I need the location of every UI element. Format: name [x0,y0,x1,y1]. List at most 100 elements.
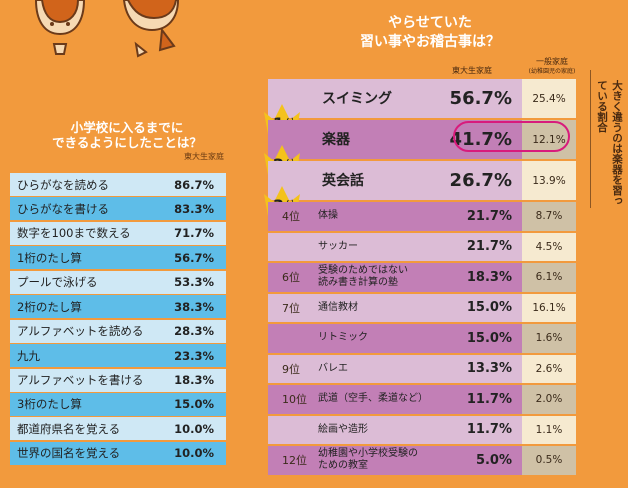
row-main-cell: サッカー 21.7% [268,232,522,261]
row-value: 21.7% [466,239,512,255]
row-general-value: 2.6% [522,354,576,383]
row-value: 38.3% [174,299,214,314]
right-title-line1: やらせていた [388,15,472,31]
table-row: 都道府県名を覚える 10.0% [10,417,226,441]
row-value: 21.7% [466,208,512,224]
row-value: 23.3% [174,348,214,363]
table-row: 1桁のたし算 56.7% [10,246,226,270]
row-general-value: 25.4% [522,79,576,118]
row-general-value: 13.9% [522,161,576,200]
left-title-line2: できるようにしたことは？ [52,135,202,150]
row-label: バレエ [318,362,348,374]
row-main-cell: 10位 武道（空手、柔道など） 11.7% [268,385,522,414]
row-main-cell: 3位英会話26.7% [264,161,522,216]
row-label: 数字を100まで数える [17,226,131,241]
row-general-value: 2.0% [522,385,576,414]
table-row: 九九 23.3% [10,344,226,368]
row-label: 九九 [17,348,40,363]
table-row: 6位 受験のためではない 読み書き計算の塾 18.3% 6.1% [268,263,576,292]
row-main-cell: リトミック 15.0% [268,324,522,353]
row-label: スイミング [322,90,392,107]
row-main-cell: 6位 受験のためではない 読み書き計算の塾 18.3% [268,263,522,292]
row-value: 56.7% [174,250,214,265]
row-value: 71.7% [174,226,214,241]
row-general-value: 8.7% [522,202,576,231]
row-main-cell: 9位 バレエ 13.3% [268,354,522,383]
table-row: 1位スイミング56.7%25.4% [264,79,576,134]
table-row: 3桁のたし算 15.0% [10,392,226,416]
row-label: リトミック [318,332,368,344]
row-value: 18.3% [466,269,512,285]
column-header-todai: 東大生家庭 [452,66,492,75]
table-row: 3位英会話26.7%13.9% [264,161,576,216]
row-value: 11.7% [466,391,512,407]
column-header-general-label: 一般家庭 [536,57,568,66]
table-row: 4位 体操 21.7% 8.7% [268,202,576,231]
table-row: 2桁のたし算 38.3% [10,295,226,319]
row-general-value: 4.5% [522,232,576,261]
table-row: 世界の国名を覚える 10.0% [10,441,226,465]
row-value: 86.7% [174,177,214,192]
row-label: 絵画や造形 [318,423,368,435]
row-value: 13.3% [466,361,512,377]
row-value: 15.0% [174,397,214,412]
table-row: アルファベットを読める 28.3% [10,319,226,343]
row-label: 幼稚園や小学校受験の ための教室 [318,448,418,472]
column-header-general-sub: (幼稚園児の家庭) [528,68,576,75]
rank-label: 7位 [282,301,300,315]
row-value: 15.0% [466,330,512,346]
table-row: プールで泳げる 53.3% [10,270,226,294]
row-main-cell: 4位 体操 21.7% [268,202,522,231]
row-value: 28.3% [174,324,214,339]
row-value: 5.0% [475,452,512,468]
right-table-title: やらせていた 習い事やお稽古事は？ [330,14,530,52]
table-row: リトミック 15.0% 1.6% [268,324,576,353]
child-illustration-right [122,0,180,58]
row-general-value: 1.1% [522,415,576,444]
table-row: 9位 バレエ 13.3% 2.6% [268,354,576,383]
rank-label: 10位 [282,393,307,407]
rank-label: 12位 [282,454,307,468]
highlight-ring [453,121,570,152]
row-label: プールで泳げる [17,275,98,290]
row-label: 楽器 [322,131,350,148]
row-main-cell: 絵画や造形 11.7% [268,415,522,444]
row-general-value: 6.1% [522,263,576,292]
table-row: 10位 武道（空手、柔道など） 11.7% 2.0% [268,385,576,414]
left-table: ひらがなを読める 86.7% ひらがなを書ける 83.3% 数字を100まで数える 71.… [10,173,226,466]
row-value: 56.7% [449,88,512,109]
row-value: 18.3% [174,373,214,387]
rank-label: 9位 [282,362,300,376]
row-label: 1桁のたし算 [17,250,82,265]
rank-label: 6位 [282,271,300,285]
row-general-value: 16.1% [522,293,576,322]
left-table-title: 小学校に入るまでに できるようにしたことは？ [14,120,240,150]
row-label: ひらがなを書ける [17,201,109,216]
row-label: サッカー [318,240,358,252]
table-row: アルファベットを書ける 18.3% [10,368,226,392]
row-main-cell: 12位 幼稚園や小学校受験の ための教室 5.0% [268,446,522,475]
table-row: ひらがなを書ける 83.3% [10,197,226,221]
left-table-subtitle: 東大生家庭 [184,152,224,161]
row-label: 体操 [318,210,338,222]
row-value: 15.0% [466,300,512,316]
row-value: 11.7% [466,422,512,438]
table-row: 数字を100まで数える 71.7% [10,221,226,245]
row-label: 英会話 [322,172,364,189]
row-value: 10.0% [174,446,214,461]
table-row: 絵画や造形 11.7% 1.1% [268,415,576,444]
row-value: 53.3% [174,275,214,290]
row-main-cell: 1位スイミング56.7% [264,79,522,134]
side-note-line [590,70,591,208]
left-title-line1: 小学校に入るまでに [70,120,184,135]
row-label: 武道（空手、柔道など） [318,393,428,405]
right-title-line2: 習い事やお稽古事は？ [360,34,500,50]
column-header-general: 一般家庭 (幼稚園児の家庭) [522,57,582,77]
row-label: 2桁のたし算 [17,299,82,314]
row-label: 受験のためではない 読み書き計算の塾 [318,265,408,289]
row-label: アルファベットを読める [17,324,144,339]
table-row: ひらがなを読める 86.7% [10,173,226,196]
row-general-value: 1.6% [522,324,576,353]
row-label: 都道府県名を覚える [17,421,121,436]
row-label: 世界の国名を覚える [17,446,121,461]
